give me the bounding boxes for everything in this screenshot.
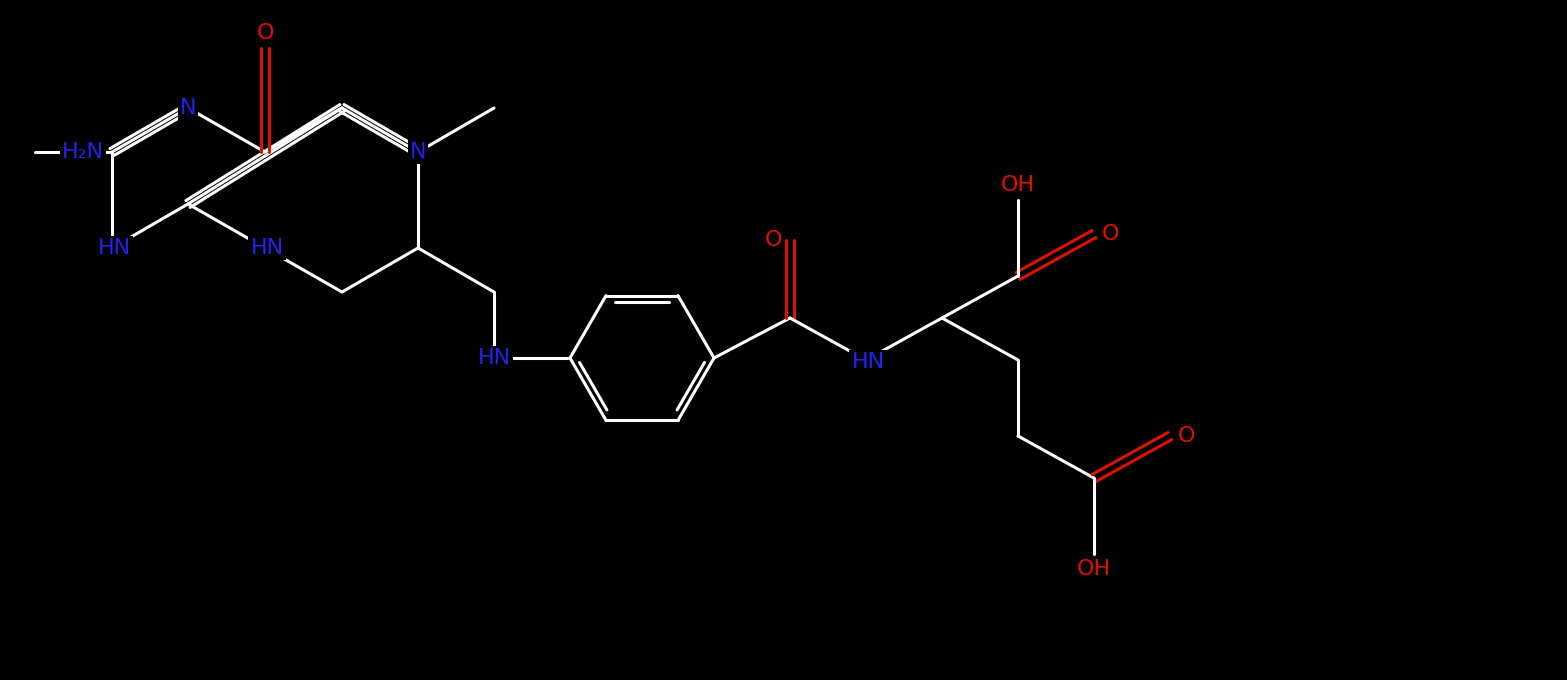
- Text: O: O: [765, 230, 782, 250]
- Text: O: O: [1178, 426, 1196, 446]
- Text: N: N: [180, 98, 196, 118]
- Text: N: N: [409, 142, 426, 162]
- Text: O: O: [257, 23, 274, 43]
- Text: H₂N: H₂N: [63, 142, 103, 162]
- Text: OH: OH: [1001, 175, 1036, 195]
- Text: HN: HN: [251, 238, 284, 258]
- Text: HN: HN: [478, 348, 511, 368]
- Text: OH: OH: [1077, 559, 1111, 579]
- Text: HN: HN: [851, 352, 884, 372]
- Text: HN: HN: [97, 238, 130, 258]
- Text: O: O: [1102, 224, 1119, 244]
